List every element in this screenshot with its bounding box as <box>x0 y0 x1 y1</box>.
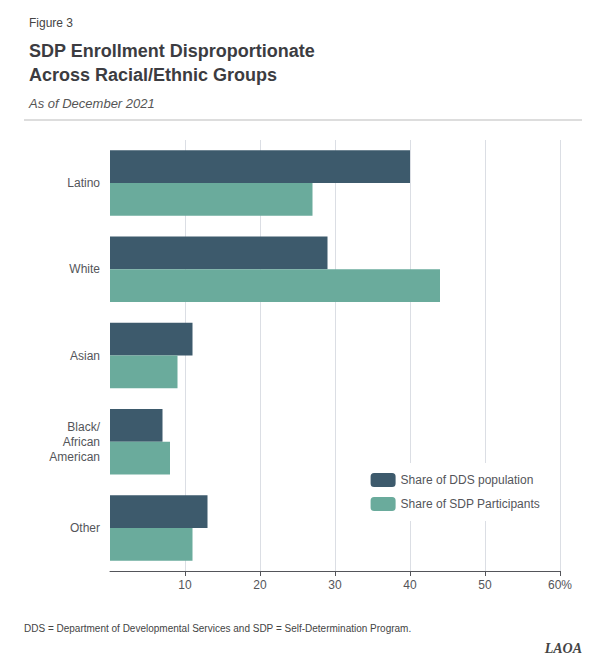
svg-text:White: White <box>69 262 100 276</box>
svg-text:Across Racial/Ethnic Groups: Across Racial/Ethnic Groups <box>29 65 277 85</box>
svg-text:Latino: Latino <box>67 176 100 190</box>
svg-text:American: American <box>49 450 100 464</box>
svg-text:Black/: Black/ <box>67 420 100 434</box>
svg-text:Asian: Asian <box>70 349 100 363</box>
svg-text:Other: Other <box>70 521 100 535</box>
svg-text:African: African <box>63 435 100 449</box>
svg-text:LAOA: LAOA <box>544 641 582 656</box>
svg-text:Figure 3: Figure 3 <box>29 16 73 30</box>
svg-text:30: 30 <box>328 578 342 592</box>
svg-text:Share of SDP Participants: Share of SDP Participants <box>401 497 540 511</box>
svg-text:As of December 2021: As of December 2021 <box>28 96 155 111</box>
svg-text:Share of DDS population: Share of DDS population <box>401 473 534 487</box>
svg-text:20: 20 <box>253 578 267 592</box>
svg-text:50: 50 <box>478 578 492 592</box>
svg-text:DDS = Department of Developmen: DDS = Department of Developmental Servic… <box>24 623 411 634</box>
svg-text:SDP Enrollment Disproportionat: SDP Enrollment Disproportionate <box>29 41 315 61</box>
svg-text:40: 40 <box>403 578 417 592</box>
svg-text:60%: 60% <box>548 578 572 592</box>
svg-text:10: 10 <box>178 578 192 592</box>
